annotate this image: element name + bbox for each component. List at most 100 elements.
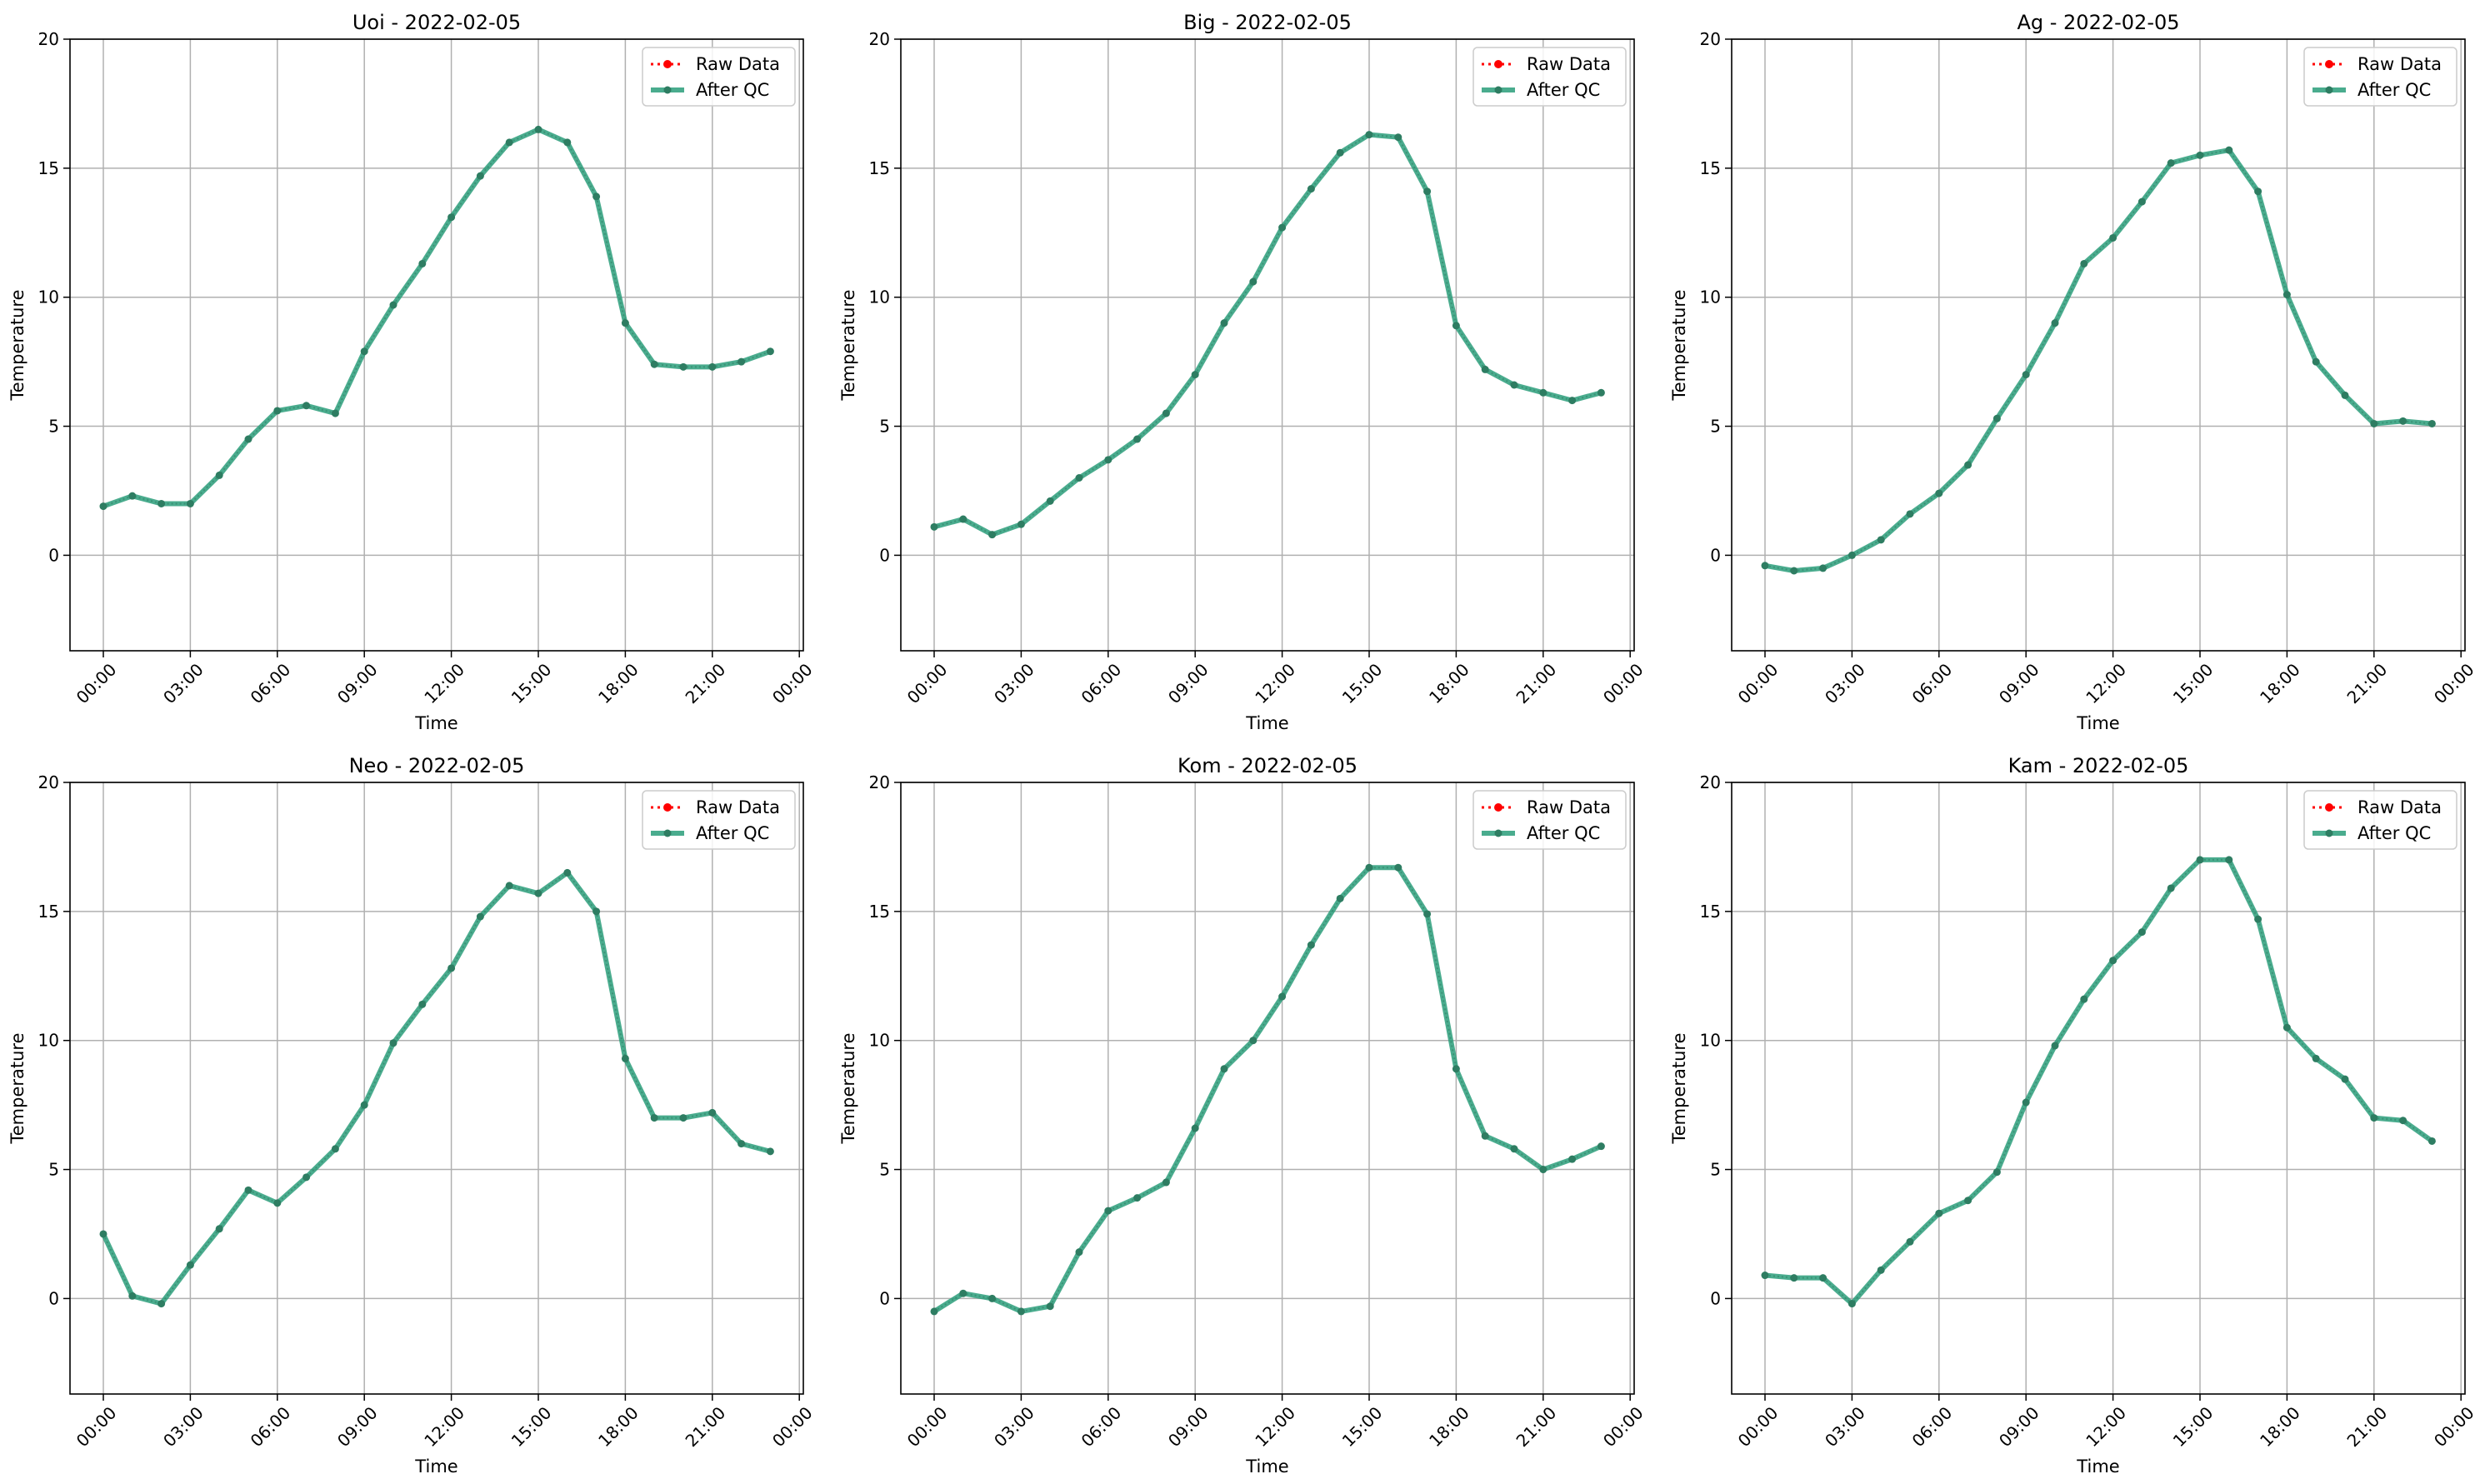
legend-marker-after-qc	[663, 829, 672, 837]
legend-marker-raw-data	[2325, 803, 2333, 812]
data-point-after-qc	[592, 192, 601, 201]
data-point-after-qc	[1365, 863, 1373, 872]
series-line-after-qc	[933, 132, 1602, 537]
x-tick-label: 03:00	[990, 659, 1038, 707]
data-point-after-qc	[1075, 1248, 1083, 1257]
x-tick-label: 03:00	[1821, 1402, 1869, 1451]
data-point-after-qc	[389, 1039, 398, 1047]
data-point-after-qc	[1365, 131, 1373, 139]
axes-frame	[1731, 38, 2466, 652]
data-point-after-qc	[2428, 1137, 2436, 1145]
data-point-after-qc	[1307, 941, 1315, 949]
y-tick-label: 15	[38, 902, 59, 922]
data-point-after-qc	[1336, 148, 1344, 157]
x-tick-label: 09:00	[333, 659, 382, 707]
chart-panel: 0 5 10 15 20 00:00 03:00 06:00 09:00 12:00 15:00 18…	[8, 754, 817, 1477]
data-point-after-qc	[1394, 863, 1402, 872]
x-tick-label: 18:00	[594, 1402, 642, 1451]
series-line-raw-data	[1764, 858, 2432, 1306]
data-point-after-qc	[360, 347, 368, 356]
y-axis-label: Temperature	[838, 1032, 858, 1144]
x-tick-label: 00:00	[903, 659, 952, 707]
x-tick-label: 12:00	[1251, 1402, 1299, 1451]
x-tick-label: 15:00	[508, 1402, 556, 1451]
y-tick-label: 10	[38, 1031, 59, 1051]
x-tick-label: 06:00	[1078, 659, 1126, 707]
y-tick-label: 15	[869, 158, 890, 178]
data-point-after-qc	[273, 1199, 282, 1207]
y-tick-label: 10	[38, 287, 59, 307]
x-axis-label: Time	[2076, 713, 2119, 733]
y-tick-label: 20	[38, 29, 59, 49]
legend-label-after-qc: After QC	[1527, 823, 1600, 843]
x-tick-label: 00:00	[768, 1402, 817, 1451]
x-tick-label: 15:00	[2169, 1402, 2218, 1451]
legend-marker-raw-data	[663, 60, 672, 68]
x-axis-label: Time	[2076, 1457, 2119, 1477]
data-point-after-qc	[186, 499, 194, 507]
y-tick-label: 5	[1710, 1160, 1721, 1180]
x-tick-label: 00:00	[1734, 659, 1782, 707]
y-tick-label: 10	[1700, 287, 1721, 307]
axes-frame	[69, 38, 804, 652]
y-tick-label: 5	[1710, 417, 1721, 437]
legend-marker-after-qc	[663, 86, 672, 94]
x-tick-label: 12:00	[420, 659, 468, 707]
y-tick-label: 5	[48, 417, 59, 437]
data-point-after-qc	[1336, 894, 1344, 902]
data-point-after-qc	[1220, 1065, 1228, 1073]
x-tick-label: 18:00	[2256, 1402, 2304, 1451]
y-tick-label: 15	[38, 158, 59, 178]
data-point-after-qc	[1046, 1302, 1054, 1311]
y-tick-label: 15	[1700, 902, 1721, 922]
x-tick-label: 06:00	[1908, 659, 1957, 707]
y-tick-label: 0	[48, 545, 59, 565]
chart-title: Big - 2022-02-05	[1183, 11, 1352, 34]
x-tick-label: 00:00	[2430, 659, 2478, 707]
y-tick-label: 20	[38, 772, 59, 792]
legend-label-after-qc: After QC	[1527, 80, 1600, 100]
data-point-after-qc	[331, 409, 339, 417]
data-point-after-qc	[389, 301, 398, 309]
legend-marker-raw-data	[1494, 60, 1502, 68]
x-tick-label: 00:00	[1599, 659, 1648, 707]
x-tick-label: 00:00	[1734, 1402, 1782, 1451]
data-point-after-qc	[1906, 1237, 1914, 1246]
x-tick-label: 18:00	[594, 659, 642, 707]
chart-title: Kom - 2022-02-05	[1178, 754, 1358, 777]
chart-title: Neo - 2022-02-05	[349, 754, 525, 777]
series-line-after-qc	[1764, 857, 2434, 1307]
data-point-after-qc	[2225, 856, 2233, 864]
legend-marker-raw-data	[663, 803, 672, 812]
x-axis-label: Time	[1245, 713, 1288, 733]
data-point-after-qc	[2022, 1098, 2030, 1107]
data-point-after-qc	[1992, 1168, 2001, 1177]
data-point-after-qc	[2312, 357, 2320, 366]
series-line-after-qc	[102, 127, 772, 509]
series-line-after-qc	[1764, 147, 2432, 573]
x-tick-label: 12:00	[1251, 659, 1299, 707]
chart-panel: 0 5 10 15 20 00:00 03:00 06:00 09:00 12:00 15:00 18…	[8, 11, 817, 733]
chart-title: Kam - 2022-02-05	[2008, 754, 2189, 777]
y-tick-label: 20	[869, 772, 890, 792]
y-tick-label: 5	[879, 1160, 890, 1180]
y-tick-label: 0	[1710, 1288, 1721, 1308]
y-tick-label: 0	[879, 1288, 890, 1308]
data-point-after-qc	[1394, 133, 1402, 142]
data-point-after-qc	[1539, 1166, 1548, 1174]
data-point-after-qc	[2138, 928, 2146, 937]
legend-marker-raw-data	[1494, 803, 1502, 812]
y-tick-label: 15	[1700, 158, 1721, 178]
axes-frame	[69, 782, 804, 1395]
legend-label-raw-data: Raw Data	[2358, 797, 2442, 817]
y-tick-label: 20	[869, 29, 890, 49]
y-axis-label: Temperature	[1669, 1032, 1689, 1144]
x-tick-label: 15:00	[1338, 1402, 1387, 1451]
chart-title: Ag - 2022-02-05	[2017, 11, 2179, 34]
x-tick-label: 03:00	[1821, 659, 1869, 707]
x-tick-label: 00:00	[2430, 1402, 2478, 1451]
y-tick-label: 20	[1700, 772, 1721, 792]
y-tick-label: 10	[869, 287, 890, 307]
chart-panel: 0 5 10 15 20 00:00 03:00 06:00 09:00 12:00 15:00 18…	[838, 754, 1648, 1477]
